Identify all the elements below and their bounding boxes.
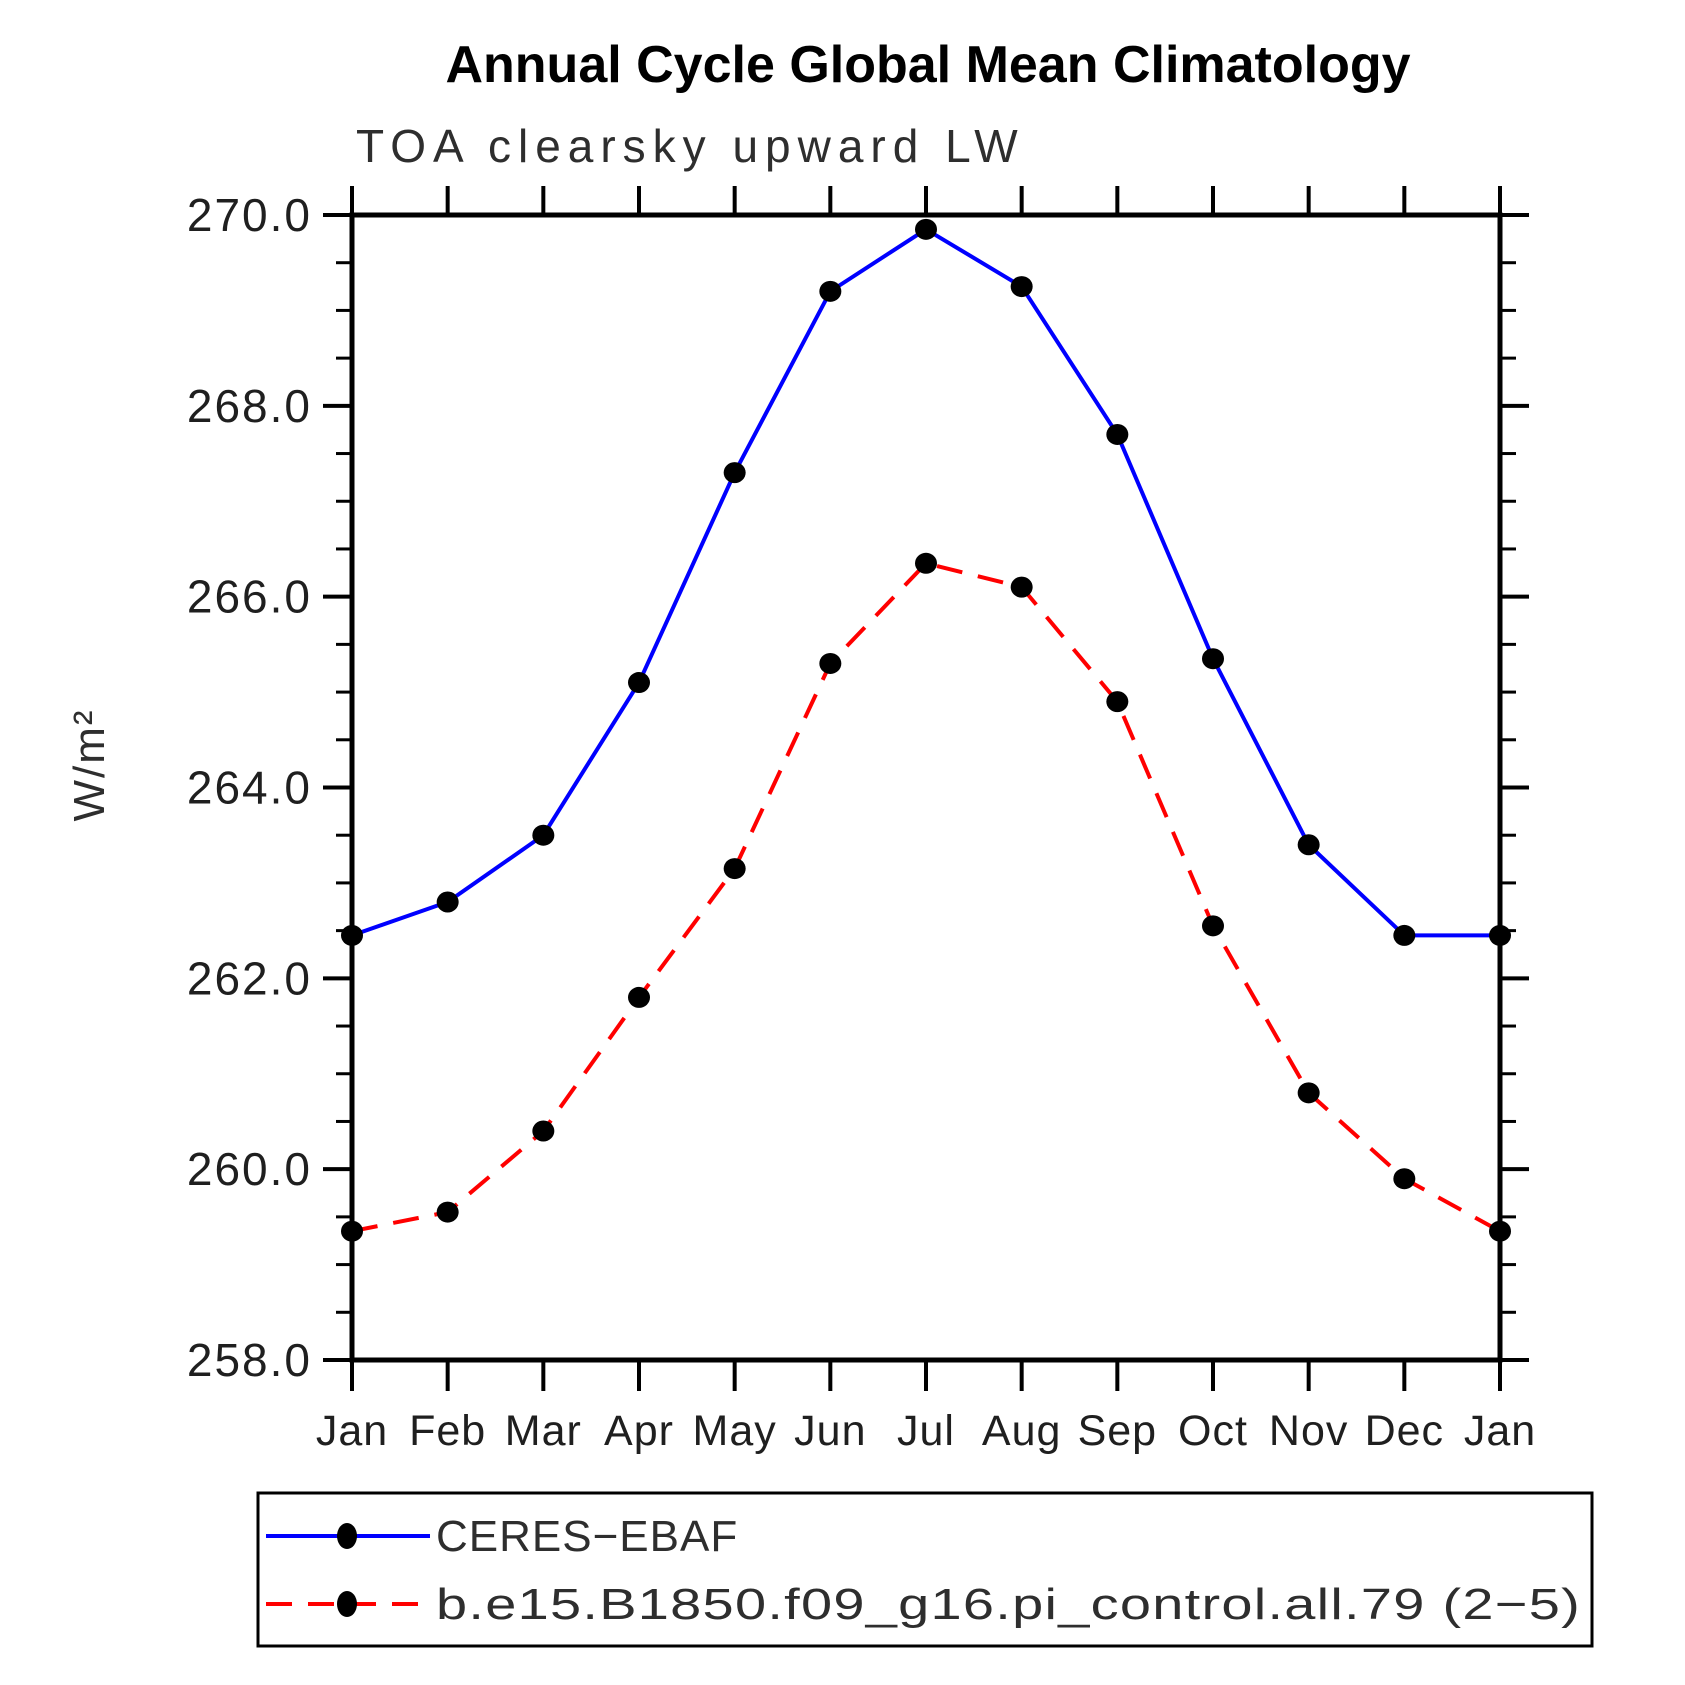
data-point-marker xyxy=(628,672,650,694)
chart-subtitle: TOA clearsky upward LW xyxy=(356,120,1025,172)
data-point-marker xyxy=(1393,1168,1416,1190)
x-tick-label: Mar xyxy=(505,1407,582,1455)
y-axis-label: W/m² xyxy=(65,708,114,821)
data-point-marker xyxy=(1297,1082,1320,1104)
x-tick-label: Feb xyxy=(409,1407,486,1455)
data-point-marker xyxy=(1393,924,1416,946)
y-tick-label: 258.0 xyxy=(187,1334,312,1386)
y-tick-label: 262.0 xyxy=(187,952,312,1004)
x-tick-label: May xyxy=(693,1407,777,1455)
x-tick-label: Oct xyxy=(1178,1407,1248,1455)
data-point-marker xyxy=(341,924,363,946)
data-point-marker xyxy=(436,1201,459,1223)
data-point-marker xyxy=(532,824,555,846)
data-point-marker xyxy=(819,652,842,674)
legend-marker-1 xyxy=(337,1591,357,1617)
x-tick-label: Jan xyxy=(1464,1407,1536,1455)
legend-samples xyxy=(266,1523,430,1617)
plot-frame xyxy=(349,212,1503,1363)
data-point-marker xyxy=(1010,576,1033,598)
data-point-marker xyxy=(341,1220,363,1242)
x-tick-label: Dec xyxy=(1365,1407,1444,1455)
x-tick-label: Jan xyxy=(316,1407,388,1455)
legend-label-ceres-ebaf: CERES−EBAF xyxy=(436,1512,738,1561)
x-tick-label: Apr xyxy=(604,1407,674,1455)
y-tick-label: 270.0 xyxy=(187,189,312,241)
data-point-marker xyxy=(1106,423,1129,445)
y-tick-label: 260.0 xyxy=(187,1143,312,1195)
y-tick-label: 264.0 xyxy=(187,762,312,814)
x-tick-label: Sep xyxy=(1078,1407,1158,1455)
legend: CERES−EBAF b.e15.B1850.f09_g16.pi_contro… xyxy=(256,1491,1594,1648)
data-point-marker xyxy=(1010,276,1033,298)
data-point-marker xyxy=(723,858,746,880)
series-line-1 xyxy=(351,561,1501,1234)
x-tick-label: Aug xyxy=(982,1407,1062,1455)
data-point-marker xyxy=(915,218,937,240)
data-point-marker xyxy=(1202,648,1224,670)
data-point-marker xyxy=(723,462,746,484)
data-point-marker xyxy=(1106,691,1129,713)
data-point-marker xyxy=(915,552,937,574)
legend-marker-0 xyxy=(337,1523,357,1549)
data-point-marker xyxy=(1489,1220,1511,1242)
data-point-marker xyxy=(1489,924,1511,946)
legend-label-model-run: b.e15.B1850.f09_g16.pi_control.all.79 (2… xyxy=(436,1580,1581,1629)
y-tick-label: 266.0 xyxy=(187,571,312,623)
data-point-marker xyxy=(532,1120,555,1142)
y-tick-label: 268.0 xyxy=(187,380,312,432)
legend-border xyxy=(256,1491,1594,1648)
x-tick-label: Jun xyxy=(794,1407,866,1455)
data-point-marker xyxy=(436,891,459,913)
data-point-marker xyxy=(819,280,842,302)
series-line-0 xyxy=(351,226,1500,938)
x-tick-label: Nov xyxy=(1269,1407,1348,1455)
data-point-marker xyxy=(1297,834,1320,856)
data-point-marker xyxy=(628,986,650,1008)
x-tick-label: Jul xyxy=(897,1407,955,1455)
data-point-marker xyxy=(1202,915,1224,937)
chart-title: Annual Cycle Global Mean Climatology xyxy=(445,36,1410,94)
